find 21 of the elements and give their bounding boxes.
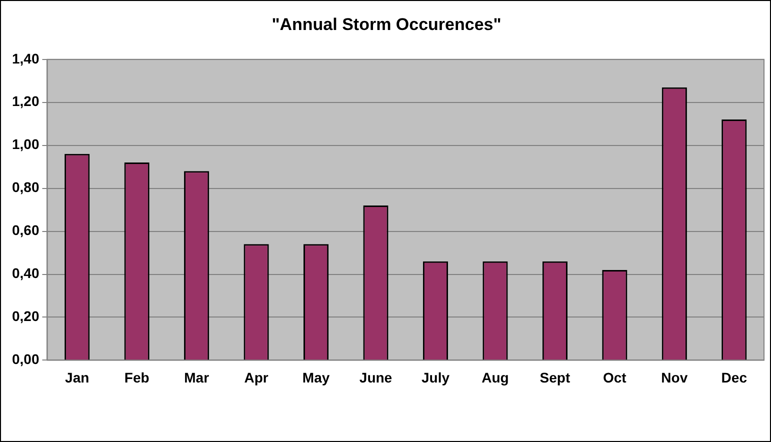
x-tick-label: June <box>359 369 392 386</box>
x-tick-label: Aug <box>482 369 509 386</box>
x-tick-label: Mar <box>184 369 210 386</box>
chart-title: "Annual Storm Occurences" <box>272 14 502 34</box>
y-tick-label: 0,60 <box>12 222 40 238</box>
x-tick-label: May <box>302 369 330 386</box>
y-tick-label: 1,00 <box>12 136 40 152</box>
x-tick-label: Jan <box>65 369 90 386</box>
x-tick-label: Nov <box>661 369 688 386</box>
y-tick-label: 0,00 <box>12 351 40 368</box>
x-tick-label: Dec <box>721 369 748 386</box>
y-tick-label: 0,80 <box>12 179 40 196</box>
x-tick-label: July <box>421 369 450 386</box>
y-tick-label: 0,40 <box>12 265 40 282</box>
y-tick-label: 1,40 <box>12 50 40 66</box>
y-tick-label: 0,20 <box>12 308 40 324</box>
x-tick-label: Sept <box>540 369 570 386</box>
y-tick-label: 1,20 <box>12 93 40 110</box>
x-tick-label: Feb <box>124 369 150 386</box>
x-tick-label: Apr <box>244 369 269 386</box>
x-tick-label: Oct <box>603 369 627 386</box>
